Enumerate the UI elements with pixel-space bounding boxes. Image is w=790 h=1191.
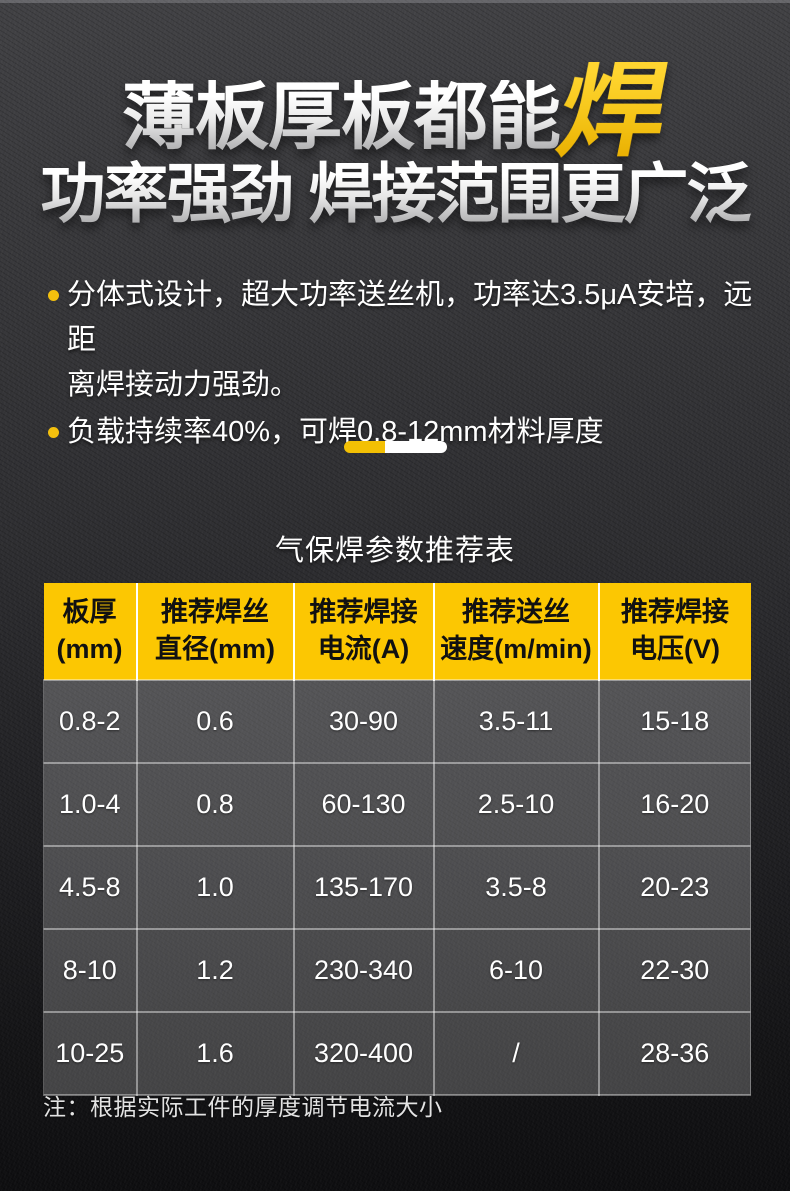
table-row: 8-10 1.2 230-340 6-10 22-30	[43, 928, 751, 1013]
top-edge-highlight	[0, 0, 790, 3]
table-row: 4.5-8 1.0 135-170 3.5-8 20-23	[43, 845, 751, 930]
cell-feed-speed: 3.5-11	[432, 679, 600, 764]
headline: 薄板厚板都能 焊 功率强劲 焊接范围更广泛	[0, 50, 790, 228]
cell-thickness: 4.5-8	[43, 845, 138, 930]
headline-accent-char: 焊	[549, 51, 679, 170]
header-cell-feed-speed: 推荐送丝 速度(m/min)	[433, 583, 600, 680]
table-title: 气保焊参数推荐表	[274, 535, 515, 567]
bullet-dot-icon	[48, 290, 59, 301]
table-row: 0.8-2 0.6 30-90 3.5-11 15-18	[43, 679, 751, 764]
bullet-text: 负载持续率40%，可焊0.8-12mm材料厚度	[67, 410, 604, 455]
cell-voltage: 28-36	[597, 1011, 751, 1096]
header-cell-thickness: 板厚 (mm)	[43, 583, 138, 680]
cell-wire-diameter: 1.2	[135, 928, 295, 1013]
bullet-line: 负载持续率40%，可焊0.8-12mm材料厚度	[67, 416, 604, 448]
cell-voltage: 15-18	[597, 679, 751, 764]
welding-params-table: 板厚 (mm) 推荐焊丝 直径(mm) 推荐焊接 电流(A) 推荐送丝 速度(m…	[43, 583, 751, 1096]
header-cell-wire-diameter: 推荐焊丝 直径(mm)	[136, 583, 295, 680]
cell-current: 230-340	[292, 928, 435, 1013]
bullet-item: 分体式设计，超大功率送丝机，功率达3.5μA安培，远距 离焊接动力强劲。	[48, 273, 754, 408]
cell-feed-speed: 3.5-8	[432, 845, 600, 930]
cell-wire-diameter: 0.8	[135, 762, 295, 847]
cell-wire-diameter: 0.6	[135, 679, 295, 764]
cell-voltage: 22-30	[597, 928, 751, 1013]
cell-feed-speed: /	[432, 1011, 600, 1096]
bullet-text: 分体式设计，超大功率送丝机，功率达3.5μA安培，远距 离焊接动力强劲。	[67, 273, 754, 408]
feature-bullets: 分体式设计，超大功率送丝机，功率达3.5μA安培，远距 离焊接动力强劲。 负载持…	[48, 273, 754, 457]
cell-current: 60-130	[292, 762, 435, 847]
bullet-dot-icon	[48, 427, 59, 438]
cell-current: 30-90	[292, 679, 435, 764]
headline-line2: 功率强劲 焊接范围更广泛	[0, 159, 790, 228]
cell-thickness: 10-25	[43, 1011, 138, 1096]
cell-thickness: 1.0-4	[43, 762, 138, 847]
table-row: 10-25 1.6 320-400 / 28-36	[43, 1011, 751, 1096]
cell-thickness: 8-10	[43, 928, 138, 1013]
table-header-row: 板厚 (mm) 推荐焊丝 直径(mm) 推荐焊接 电流(A) 推荐送丝 速度(m…	[43, 583, 751, 680]
bullet-item: 负载持续率40%，可焊0.8-12mm材料厚度	[48, 410, 754, 455]
cell-wire-diameter: 1.6	[135, 1011, 295, 1096]
divider-pill	[344, 441, 447, 453]
cell-feed-speed: 2.5-10	[432, 762, 600, 847]
table-row: 1.0-4 0.8 60-130 2.5-10 16-20	[43, 762, 751, 847]
cell-voltage: 16-20	[597, 762, 751, 847]
cell-feed-speed: 6-10	[432, 928, 600, 1013]
cell-voltage: 20-23	[597, 845, 751, 930]
cell-current: 135-170	[292, 845, 435, 930]
header-cell-voltage: 推荐焊接 电压(V)	[598, 583, 751, 680]
headline-line1-text: 薄板厚板都能	[122, 75, 561, 158]
cell-thickness: 0.8-2	[43, 679, 138, 764]
header-cell-current: 推荐焊接 电流(A)	[293, 583, 435, 680]
bullet-line: 离焊接动力强劲。	[67, 369, 300, 401]
bullet-line: 分体式设计，超大功率送丝机，功率达3.5μA安培，远距	[67, 279, 753, 356]
cell-wire-diameter: 1.0	[135, 845, 295, 930]
headline-line1: 薄板厚板都能 焊	[0, 50, 790, 169]
cell-current: 320-400	[292, 1011, 435, 1096]
footnote: 注：根据实际工件的厚度调节电流大小	[43, 1094, 443, 1120]
